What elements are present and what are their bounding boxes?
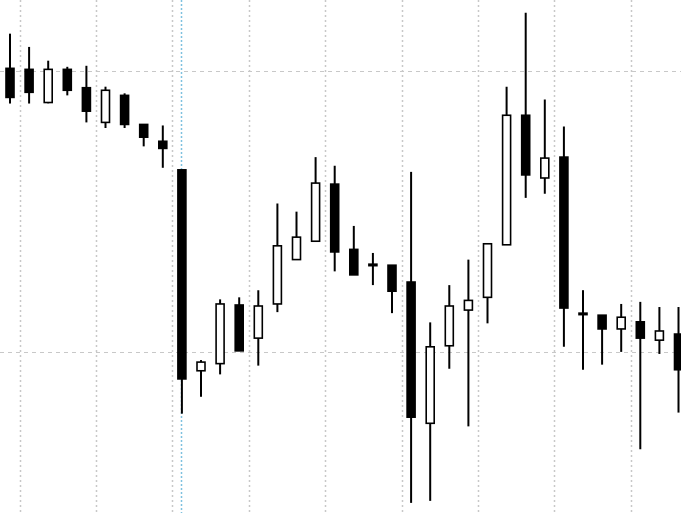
- candle-body-up: [578, 312, 588, 316]
- horizontal-gridlines: [0, 71, 681, 353]
- candle[interactable]: [673, 307, 681, 413]
- candle[interactable]: [43, 60, 54, 104]
- candle[interactable]: [616, 303, 627, 352]
- candle-body-down: [597, 314, 607, 330]
- candle[interactable]: [215, 299, 225, 375]
- candle-body-up: [253, 305, 264, 339]
- candle-body-up: [654, 330, 665, 341]
- candle-body-up: [100, 89, 111, 124]
- candle[interactable]: [387, 264, 397, 314]
- candle[interactable]: [81, 65, 92, 123]
- candle[interactable]: [463, 259, 474, 427]
- candle-body-down: [119, 94, 130, 126]
- candle[interactable]: [24, 46, 34, 104]
- candle[interactable]: [119, 93, 130, 129]
- candles-layer: [5, 12, 681, 503]
- candle-body-down: [81, 86, 92, 112]
- candle-body-down: [5, 67, 15, 99]
- candle[interactable]: [578, 290, 588, 370]
- candle-body-down: [348, 248, 359, 276]
- candle-body-up: [482, 242, 493, 299]
- candle[interactable]: [520, 12, 531, 198]
- candle-body-up: [368, 263, 378, 267]
- candle[interactable]: [196, 360, 206, 397]
- candle-body-down: [520, 114, 531, 176]
- candle[interactable]: [253, 290, 264, 366]
- candle[interactable]: [539, 99, 550, 194]
- candle-body-up: [501, 114, 512, 246]
- candle[interactable]: [368, 252, 378, 286]
- candle-body-up: [539, 157, 550, 179]
- candle-body-down: [24, 68, 34, 94]
- candle[interactable]: [425, 322, 436, 501]
- candle-body-down: [62, 68, 73, 92]
- candle[interactable]: [62, 66, 73, 96]
- candle[interactable]: [406, 171, 416, 503]
- candle[interactable]: [310, 157, 321, 243]
- candle-body-down: [387, 264, 397, 293]
- candle-body-down: [234, 304, 244, 352]
- candle-body-down: [177, 169, 187, 380]
- candle-body-down: [406, 281, 416, 418]
- candle[interactable]: [177, 169, 187, 414]
- candle-body-up: [272, 245, 283, 305]
- candle-body-down: [329, 183, 340, 253]
- candle-body-up: [310, 182, 321, 243]
- candle[interactable]: [597, 314, 607, 365]
- candle-body-up: [425, 345, 436, 425]
- candle[interactable]: [348, 225, 359, 276]
- candle[interactable]: [329, 165, 340, 272]
- candle-body-up: [196, 361, 206, 372]
- candle-body-up: [616, 316, 627, 330]
- candle[interactable]: [291, 211, 302, 261]
- candle[interactable]: [559, 126, 569, 347]
- candle[interactable]: [654, 307, 665, 354]
- candle-body-down: [138, 123, 149, 138]
- candle[interactable]: [444, 285, 455, 369]
- candle-body-up: [43, 68, 54, 104]
- candle[interactable]: [138, 123, 149, 147]
- candle[interactable]: [482, 242, 493, 324]
- candle[interactable]: [501, 86, 512, 246]
- candle[interactable]: [234, 297, 244, 352]
- candle-body-up: [291, 236, 302, 261]
- candle[interactable]: [635, 301, 646, 450]
- candle-body-up: [444, 305, 455, 347]
- candle-body-down: [158, 140, 168, 150]
- candle[interactable]: [5, 33, 15, 104]
- candle[interactable]: [100, 86, 111, 129]
- candle[interactable]: [158, 125, 168, 168]
- candle-body-down: [635, 321, 646, 339]
- candle-body-down: [559, 156, 569, 309]
- vertical-gridlines: [19, 0, 633, 513]
- candle-body-up: [215, 303, 225, 365]
- candle[interactable]: [272, 203, 283, 313]
- candle-body-up: [463, 299, 474, 311]
- candle-body-down: [673, 333, 681, 371]
